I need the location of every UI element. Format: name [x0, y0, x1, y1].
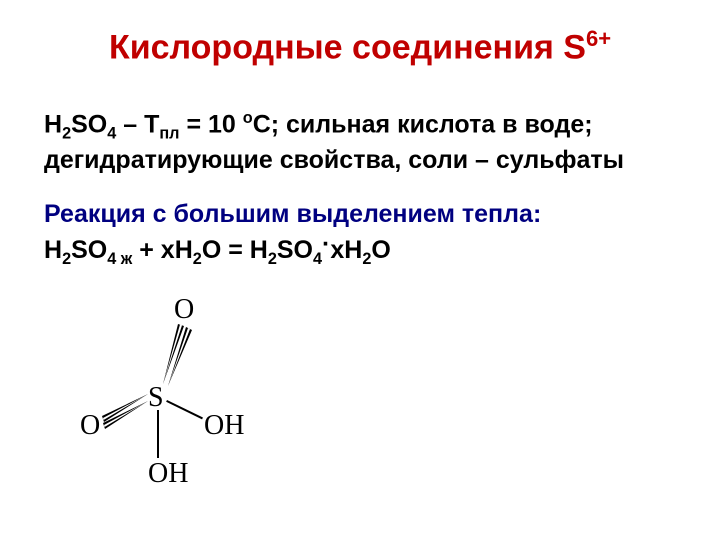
p3-dsub: 4: [313, 250, 322, 268]
p1-tail2: дегидратирующие свойства, соли – сульфат…: [44, 146, 624, 174]
paragraph-2: Реакция с большим выделением тепла:: [44, 198, 684, 232]
p3-c: O = H: [202, 236, 268, 264]
bond-S-OH-bottom: [157, 410, 159, 458]
p1-eq: = 10: [180, 110, 243, 138]
p3-csub: 2: [268, 250, 277, 268]
slide: Кислородные соединения S6+ H2SO4 – Tпл =…: [0, 0, 720, 540]
h2so4-structure: S O O OH OH: [70, 290, 270, 490]
p1-H: H: [44, 110, 62, 138]
p1-sep: – T: [116, 110, 159, 138]
p3-plus: + xH: [132, 236, 192, 264]
p1-degsup: o: [243, 109, 253, 127]
title-sup: 6+: [586, 26, 611, 51]
p2-text: Реакция с большим выделением тепла:: [44, 200, 541, 228]
p3-b: SO: [71, 236, 107, 264]
p3-e: xH: [330, 236, 362, 264]
p3-asub: 2: [62, 250, 71, 268]
p1-degC: C: [253, 110, 271, 138]
p3-d: SO: [277, 236, 313, 264]
p1-SOsub: 4: [107, 124, 116, 142]
p3-bsub: 4 ж: [107, 250, 132, 268]
slide-title: Кислородные соединения S6+: [0, 26, 720, 67]
p3-plussub: 2: [193, 250, 202, 268]
bond-S-O-left: [70, 290, 270, 490]
p3-dot: ·: [322, 230, 330, 258]
title-text: Кислородные соединения S: [109, 28, 586, 66]
p1-tail1: ; сильная кислота в воде;: [271, 110, 593, 138]
p1-SO: SO: [71, 110, 107, 138]
p3-f: O: [371, 236, 390, 264]
paragraph-1: H2SO4 – Tпл = 10 oC; сильная кислота в в…: [44, 108, 684, 177]
paragraph-3: H2SO4 ж + xH2O = H2SO4·xH2O: [44, 234, 684, 271]
p3-a: H: [44, 236, 62, 264]
p1-Hsub: 2: [62, 124, 71, 142]
p1-Tsub: пл: [159, 124, 179, 142]
